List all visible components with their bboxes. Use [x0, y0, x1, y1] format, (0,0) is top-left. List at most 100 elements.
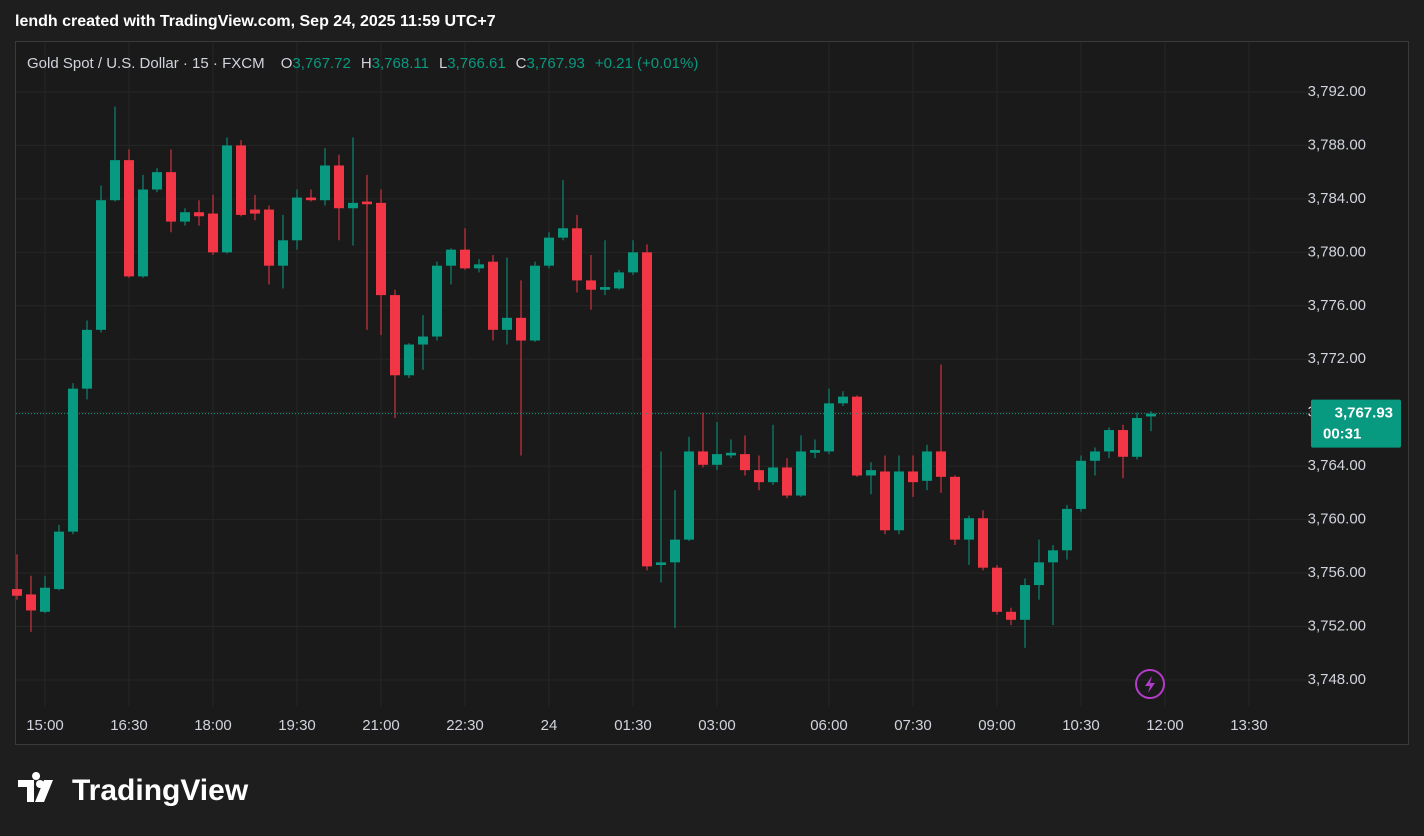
- candle-body: [12, 589, 22, 596]
- caption: lendh created with TradingView.com, Sep …: [15, 13, 496, 30]
- price-tag: [1311, 399, 1401, 448]
- candle-body: [824, 403, 834, 452]
- logo-icon: [18, 772, 53, 802]
- candle-body: [964, 518, 974, 540]
- candle-body: [768, 467, 778, 483]
- candle-body: [432, 265, 442, 337]
- candle-body: [334, 165, 344, 209]
- candle-body: [754, 470, 764, 483]
- candle-body: [138, 189, 148, 277]
- candle-body: [908, 471, 918, 483]
- candle-body: [1090, 451, 1100, 461]
- candles: [12, 106, 1310, 648]
- candle-body: [418, 336, 428, 345]
- candle-body: [278, 240, 288, 266]
- candle-body: [516, 317, 526, 341]
- candle-body: [600, 287, 610, 290]
- candle-body: [530, 265, 540, 341]
- candle-body: [250, 209, 260, 214]
- x-tick-label: 15:00: [26, 717, 64, 734]
- candle-body: [880, 471, 890, 531]
- candle-body: [866, 470, 876, 476]
- brand: TradingView: [72, 774, 249, 807]
- logo-dot: [36, 780, 44, 788]
- candle-body: [54, 531, 64, 590]
- legend-key: H: [361, 55, 372, 72]
- candle-body: [1118, 430, 1128, 457]
- candle-body: [838, 396, 848, 404]
- candle-body: [544, 237, 554, 266]
- candle-body: [320, 165, 330, 201]
- candle-body: [572, 228, 582, 281]
- candle-body: [404, 344, 414, 376]
- x-tick-label: 18:00: [194, 717, 232, 734]
- legend: Gold Spot / U.S. Dollar · 15 · FXCM O 3,7…: [27, 55, 698, 72]
- y-tick-label: 3,784.00: [1308, 190, 1366, 207]
- symbol-title: Gold Spot / U.S. Dollar · 15 · FXCM: [27, 55, 265, 72]
- x-tick-label: 13:30: [1230, 717, 1268, 734]
- candle-body: [684, 451, 694, 540]
- price-tag-value: 3,767.93: [1335, 405, 1393, 422]
- x-tick-label: 03:00: [698, 717, 736, 734]
- candle-body: [40, 587, 50, 612]
- candle-body: [26, 594, 36, 611]
- candle-body: [992, 567, 1002, 612]
- y-tick-label: 3,752.00: [1308, 617, 1366, 634]
- candle-body: [1132, 418, 1142, 457]
- candle-body: [460, 249, 470, 269]
- candle-body: [264, 209, 274, 266]
- candle-body: [306, 197, 316, 201]
- legend-key: L: [439, 55, 447, 72]
- candle-body: [1006, 611, 1016, 620]
- candle-body: [810, 450, 820, 453]
- candle-body: [390, 295, 400, 376]
- legend-value: 3,768.11: [372, 55, 429, 72]
- icon-bolt: [1145, 676, 1155, 693]
- candle-body: [698, 451, 708, 465]
- candle-body: [726, 452, 736, 456]
- candle-body: [1048, 550, 1058, 563]
- legend-key: O: [281, 55, 293, 72]
- candle-body: [712, 454, 722, 465]
- x-tick-label: 22:30: [446, 717, 484, 734]
- y-tick-label: 3,756.00: [1308, 564, 1366, 581]
- legend-key: C: [516, 55, 527, 72]
- candle-body: [292, 197, 302, 241]
- candle-body: [922, 451, 932, 481]
- legend-change: +0.21 (+0.01%): [595, 55, 698, 72]
- candle-body: [1076, 460, 1086, 509]
- candle-body: [488, 261, 498, 330]
- candle-body: [614, 272, 624, 289]
- icon-ring: [1135, 669, 1165, 699]
- candle-body: [782, 467, 792, 496]
- logo: TradingView: [18, 772, 249, 807]
- candle-body: [1104, 430, 1114, 452]
- candle-body: [376, 202, 386, 296]
- x-tick-label: 06:00: [810, 717, 848, 734]
- candle-body: [166, 172, 176, 222]
- candle-body: [152, 172, 162, 190]
- candle-body: [446, 249, 456, 266]
- legend-value: 3,766.61: [447, 55, 505, 72]
- candle-body: [852, 396, 862, 476]
- candle-body: [124, 160, 134, 277]
- x-tick-label: 12:00: [1146, 717, 1184, 734]
- candle-body: [656, 562, 666, 566]
- y-tick-label: 3,788.00: [1308, 136, 1366, 153]
- y-tick-label: 3,760.00: [1308, 511, 1366, 528]
- y-tick-label: 3,748.00: [1308, 671, 1366, 688]
- x-tick-label: 24: [541, 717, 558, 734]
- candle-body: [950, 476, 960, 540]
- x-tick-label: 01:30: [614, 717, 652, 734]
- candle-body: [222, 145, 232, 253]
- candle-body: [936, 451, 946, 477]
- candle-body: [180, 212, 190, 222]
- candle-body: [670, 539, 680, 563]
- x-tick-label: 07:30: [894, 717, 932, 734]
- y-tick-label: 3,792.00: [1308, 83, 1366, 100]
- x-tick-label: 09:00: [978, 717, 1016, 734]
- candle-body: [740, 454, 750, 471]
- candle-body: [502, 317, 512, 330]
